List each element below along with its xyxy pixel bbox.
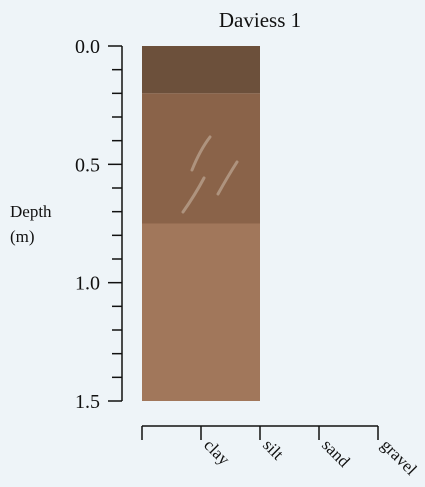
y-tick-label: 0.5 (75, 154, 100, 176)
soil-layer (142, 46, 260, 93)
y-axis-label: Depth (10, 202, 52, 221)
page: Daviess 1 Depth (m) 0.0 0.5 1.0 1.5 clay silt… (0, 0, 425, 487)
soil-layer (142, 93, 260, 223)
soil-layer (142, 224, 260, 402)
x-tick-label: sand (318, 435, 354, 471)
chart: Daviess 1 Depth (m) 0.0 0.5 1.0 1.5 clay silt… (0, 0, 425, 487)
y-tick-label: 1.5 (75, 391, 100, 413)
x-tick-label: silt (259, 435, 287, 463)
y-tick-label: 0.0 (75, 36, 100, 58)
chart-title: Daviess 1 (219, 8, 301, 32)
y-tick-label: 1.0 (75, 273, 100, 295)
layers (142, 46, 260, 401)
x-tick-label: gravel (377, 435, 421, 479)
x-tick-label: clay (200, 435, 234, 469)
y-axis-label: (m) (10, 227, 35, 246)
